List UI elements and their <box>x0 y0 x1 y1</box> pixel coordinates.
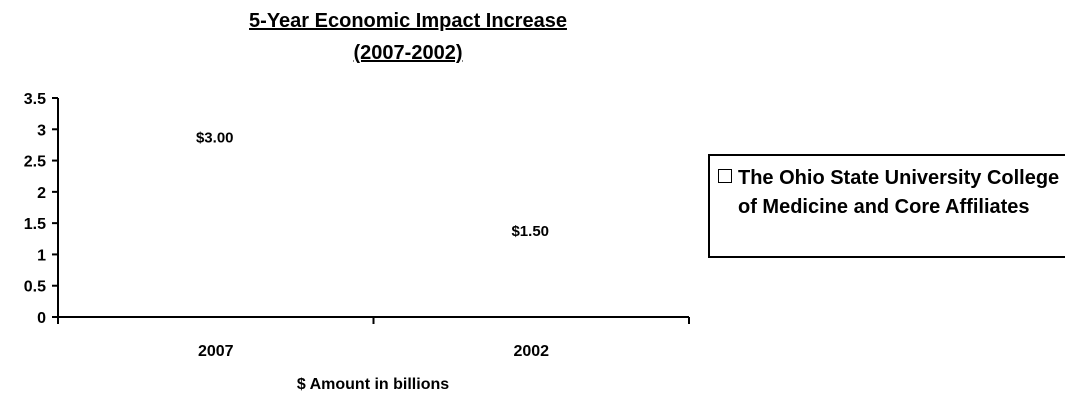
chart-subtitle: (2007-2002) <box>354 42 463 64</box>
y-tick-label: 3 <box>37 122 46 139</box>
bar <box>136 129 295 317</box>
bars-group <box>136 129 611 317</box>
y-tick-label: 1 <box>37 247 46 264</box>
y-tick-label: 1.5 <box>24 216 46 233</box>
legend-swatch <box>718 169 732 183</box>
y-tick-label: 0 <box>37 310 46 327</box>
x-tick-label: 2007 <box>198 343 234 360</box>
bar-data-label: $1.50 <box>511 223 549 240</box>
legend-label: The Ohio State University College of Med… <box>738 167 1060 218</box>
chart-title: 5-Year Economic Impact Increase <box>249 10 567 32</box>
y-tick-label: 3.5 <box>24 91 46 108</box>
y-tick-label: 2.5 <box>24 154 46 171</box>
data-labels-group: $3.00 $1.50 <box>196 129 549 240</box>
y-tick-label: 0.5 <box>24 279 46 296</box>
y-tick-label: 2 <box>37 185 46 202</box>
x-ticks-group: 2007 2002 <box>57 317 690 360</box>
legend: The Ohio State University College of Med… <box>708 154 1065 258</box>
x-tick-label: 2002 <box>513 343 549 360</box>
y-ticks-group: 0 0.5 1 1.5 2 2.5 3 3.5 <box>24 91 58 327</box>
x-axis-title: $ Amount in billions <box>297 376 449 393</box>
bar <box>452 223 611 317</box>
bar-data-label: $3.00 <box>196 129 234 146</box>
